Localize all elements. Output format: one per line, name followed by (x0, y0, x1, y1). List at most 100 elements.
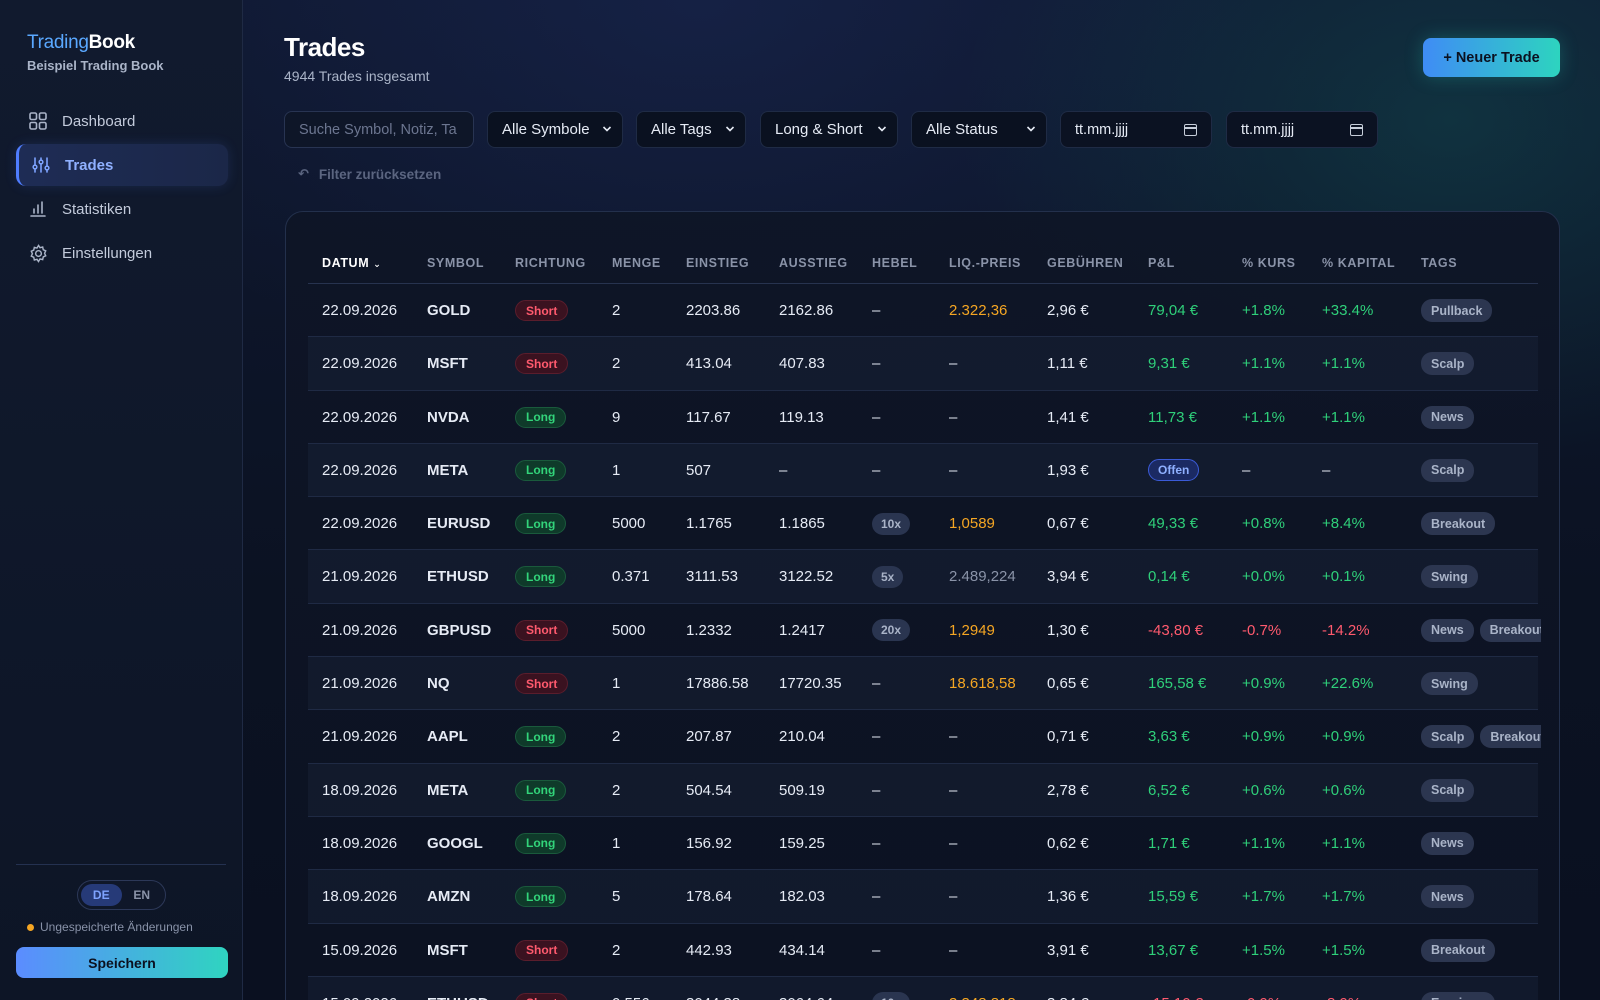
cell-pct-price-text: +1.8% (1242, 302, 1285, 319)
table-row[interactable]: 22.09.2026 GOLD Short 2 2203.86 2162.86 – 2.322… (308, 284, 1538, 338)
column-header-symbol[interactable]: SYMBOL (427, 256, 485, 270)
column-header-pct-kapital[interactable]: % KAPITAL (1322, 256, 1396, 270)
table-row[interactable]: 21.09.2026 NQ Short 1 17886.58 17720.35 – 18.61… (308, 657, 1538, 711)
leverage-badge: 20x (872, 619, 911, 642)
calendar-icon[interactable] (1184, 124, 1197, 136)
save-button[interactable]: Speichern (16, 947, 228, 978)
sidebar: TradingBook Beispiel Trading Book Dashbo… (0, 0, 243, 1000)
tag-chip[interactable]: Pullback (1421, 299, 1493, 322)
sidebar-item-dashboard[interactable]: Dashboard (16, 100, 228, 142)
date-to-input[interactable]: tt.mm.jjjj (1226, 111, 1378, 148)
status-select[interactable]: Alle Status (911, 111, 1047, 148)
sidebar-item-statistiken[interactable]: Statistiken (16, 188, 228, 230)
language-en-button[interactable]: EN (133, 888, 151, 902)
search-input[interactable]: Suche Symbol, Notiz, Ta (284, 111, 474, 148)
cell-entry: 178.64 (686, 870, 732, 923)
cell-pct-capital: – (1322, 444, 1330, 497)
cell-pct-price: +1.1% (1242, 391, 1285, 444)
cell-direction: Long (515, 817, 567, 870)
tag-chip[interactable]: Swing (1421, 565, 1478, 589)
cell-exit-text: 210.04 (779, 728, 825, 746)
sidebar-divider (16, 864, 226, 865)
grid-icon (28, 111, 48, 131)
cell-pct-price-text: +0.9% (1242, 675, 1285, 693)
column-header-pct-kurs[interactable]: % KURS (1242, 256, 1296, 270)
cell-pct-capital-text: – (1322, 461, 1331, 479)
column-header-pnl[interactable]: P&L (1148, 256, 1175, 270)
column-header-hebel[interactable]: HEBEL (872, 256, 918, 270)
tag-chip[interactable]: Breakout (1480, 725, 1541, 749)
cell-entry: 17886.58 (686, 657, 749, 710)
direction-select[interactable]: Long & Short (760, 111, 898, 148)
brand-logo[interactable]: TradingBook (27, 32, 135, 53)
column-header-tags[interactable]: TAGS (1421, 256, 1458, 270)
column-header-gebuehren[interactable]: GEBÜHREN (1047, 256, 1124, 270)
cell-symbol: ETHUSD (427, 550, 489, 603)
tag-chip[interactable]: Scalp (1421, 352, 1475, 376)
cell-leverage: 20x (872, 604, 911, 657)
tag-chip[interactable]: Scalp (1421, 778, 1475, 802)
tag-chip[interactable]: Swing (1421, 672, 1478, 696)
sidebar-nav: Dashboard Trades Statistiken Einstellung… (16, 100, 228, 276)
table-row[interactable]: 22.09.2026 MSFT Short 2 413.04 407.83 – – 1,11 €… (308, 337, 1541, 391)
tag-chip[interactable]: News (1421, 405, 1474, 429)
direction-select-value: Long & Short (775, 121, 863, 138)
cell-pnl: 11,73 € (1148, 391, 1197, 444)
cell-liq-price: 2.322,36 (949, 284, 1007, 337)
tag-chip[interactable]: Breakout (1421, 512, 1496, 536)
table-row[interactable]: 18.09.2026 META Long 2 504.54 509.19 – – 2,78 € 6… (308, 763, 1538, 817)
cell-pct-capital: +1.7% (1322, 870, 1365, 923)
cell-fees: 2,78 € (1047, 764, 1089, 817)
column-header-liq-preis[interactable]: LIQ.-PREIS (949, 256, 1021, 270)
cell-qty-text: 5 (612, 888, 621, 906)
column-header-richtung[interactable]: RICHTUNG (515, 256, 586, 270)
cell-tags: Scalp (1421, 337, 1541, 390)
tags-select[interactable]: Alle Tags (636, 111, 746, 148)
cell-entry-text: 504.54 (686, 781, 732, 799)
cell-symbol-text: GBPUSD (427, 621, 492, 639)
direction-badge: Long (515, 406, 567, 428)
new-trade-button[interactable]: + Neuer Trade (1423, 38, 1560, 77)
table-row[interactable]: 18.09.2026 GOOGL Long 1 156.92 159.25 – – 0,62 €… (308, 817, 1538, 871)
tag-chip[interactable]: News (1421, 831, 1474, 855)
tag-chip[interactable]: Scalp (1421, 725, 1475, 749)
cell-pct-price-text: +0.6% (1242, 781, 1285, 799)
tag-chip[interactable]: Breakout (1421, 938, 1496, 962)
tag-chip[interactable]: Scalp (1421, 458, 1475, 482)
table-row[interactable]: 21.09.2026 ETHUSD Long 0.371 3111.53 3122.52 5… (308, 550, 1538, 604)
direction-badge: Long (515, 779, 567, 801)
sidebar-item-trades[interactable]: Trades (16, 144, 228, 186)
tag-chip[interactable]: Earnings (1421, 991, 1495, 1000)
tag-chip[interactable]: News (1421, 618, 1474, 642)
date-from-input[interactable]: tt.mm.jjjj (1060, 111, 1212, 148)
tag-chip[interactable]: News (1421, 885, 1474, 909)
column-header-menge[interactable]: MENGE (612, 256, 661, 270)
reset-filters-button[interactable]: ↶ Filter zurücksetzen (298, 166, 441, 182)
leverage-badge: 10x (872, 512, 911, 535)
column-header-ausstieg[interactable]: AUSSTIEG (779, 256, 848, 270)
language-de-button[interactable]: DE (81, 884, 122, 906)
table-row[interactable]: 18.09.2026 AMZN Long 5 178.64 182.03 – – 1,36 € 1… (308, 870, 1538, 924)
cell-pct-capital: -14.2% (1322, 604, 1370, 657)
table-row[interactable]: 15.09.2026 ETHUSD Short 0.556 3044.38 3064.64… (308, 976, 1538, 1000)
table-row[interactable]: 22.09.2026 META Long 1 507 – – – 1,93 € Offen – – Sc… (308, 443, 1538, 498)
symbol-select[interactable]: Alle Symbole (487, 111, 623, 148)
column-header-einstieg[interactable]: EINSTIEG (686, 256, 750, 270)
cell-symbol: GOOGL (427, 817, 483, 870)
cell-pct-price-text: +1.1% (1242, 834, 1285, 852)
cell-pnl-text: 15,59 € (1148, 888, 1199, 906)
sidebar-item-einstellungen[interactable]: Einstellungen (16, 232, 228, 274)
table-row[interactable]: 21.09.2026 AAPL Long 2 207.87 210.04 – – 0,71 € 3… (308, 710, 1541, 764)
open-status-badge: Offen (1148, 459, 1200, 482)
table-row[interactable]: 15.09.2026 MSFT Short 2 442.93 434.14 – – 3,91 €… (308, 924, 1538, 977)
cell-leverage: – (872, 924, 880, 977)
tag-chip[interactable]: Breakout (1479, 618, 1541, 642)
calendar-icon[interactable] (1350, 124, 1363, 136)
cell-direction: Long (515, 391, 567, 444)
column-header-datum[interactable]: DATUM ⌄ (322, 256, 382, 270)
table-row[interactable]: 22.09.2026 EURUSD Long 5000 1.1765 1.1865 10x 1… (308, 497, 1538, 551)
table-row[interactable]: 22.09.2026 NVDA Long 9 117.67 119.13 – – 1,41 € 1… (308, 391, 1538, 444)
table-row[interactable]: 21.09.2026 GBPUSD Short 5000 1.2332 1.2417 20x… (308, 604, 1541, 658)
cell-direction: Long (515, 497, 567, 550)
cell-exit-text: 182.03 (779, 888, 825, 906)
